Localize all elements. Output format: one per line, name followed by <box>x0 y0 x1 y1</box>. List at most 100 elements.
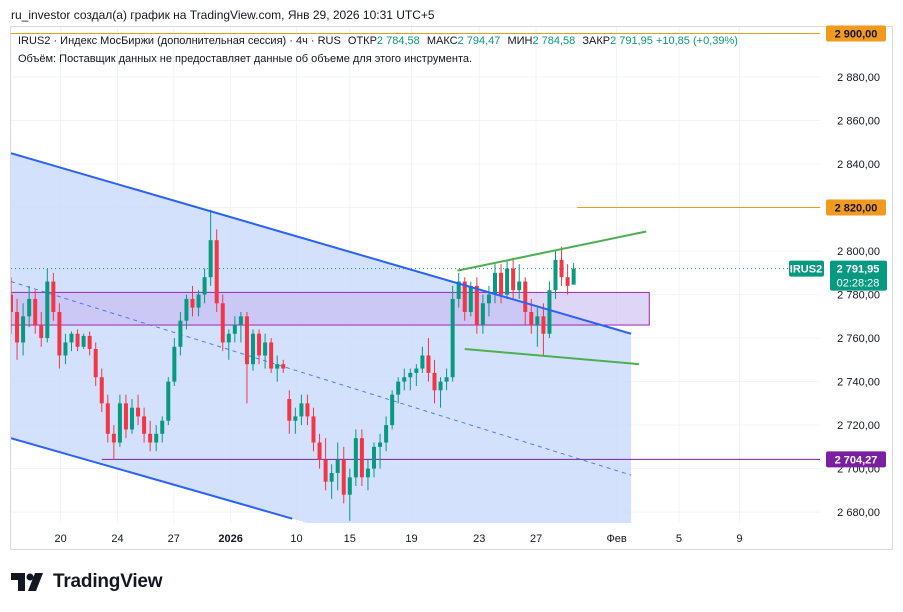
candle <box>372 442 376 478</box>
candle <box>432 359 437 404</box>
candle-body <box>535 316 540 326</box>
candle-body <box>432 372 437 391</box>
y-tick-label: 2 800,00 <box>837 246 880 258</box>
symbol-tag-box <box>789 260 824 277</box>
candle <box>51 272 56 321</box>
volume-note: Объём: Поставщик данных не предоставляет… <box>18 53 473 65</box>
price-tag-box <box>826 199 886 216</box>
candle <box>190 285 195 317</box>
candle-body <box>202 277 207 295</box>
candle <box>335 442 340 491</box>
candle-body <box>11 294 13 312</box>
price-tag-box <box>826 451 886 468</box>
candle-body <box>384 425 389 443</box>
candle <box>226 329 231 360</box>
tradingview-brand[interactable]: TradingView <box>11 571 163 593</box>
open-value: 2 784,58 <box>376 35 420 47</box>
x-tick-label: 27 <box>530 533 542 545</box>
open-label: ОТКР <box>347 35 377 47</box>
candle-body <box>353 438 358 478</box>
candle <box>238 311 243 343</box>
candle-body <box>154 433 159 443</box>
candle <box>57 303 62 369</box>
candle-body <box>117 403 122 443</box>
candle-body <box>474 285 479 326</box>
channel-upper-line <box>11 152 632 335</box>
candle <box>474 277 479 334</box>
candle <box>136 394 141 426</box>
x-tick-label: 9 <box>736 533 742 545</box>
y-tick-label: 2 760,00 <box>837 333 880 345</box>
candle <box>87 331 92 356</box>
candle <box>311 407 316 452</box>
candle <box>559 246 564 286</box>
candle <box>553 251 558 299</box>
candle <box>105 394 110 443</box>
candle-body <box>21 316 26 343</box>
candle-body <box>45 281 50 339</box>
candle <box>541 303 546 356</box>
candle-body <box>196 294 201 308</box>
candle <box>317 433 322 469</box>
x-tick-label: 5 <box>676 533 682 545</box>
candle-body <box>468 285 473 312</box>
candle-body <box>499 272 504 295</box>
candle <box>384 416 389 452</box>
x-tick-label: 23 <box>473 533 485 545</box>
candle <box>305 394 310 426</box>
candle-body <box>33 298 38 326</box>
candle-body <box>226 333 231 343</box>
x-tick-label: 19 <box>405 533 417 545</box>
candle <box>214 229 219 312</box>
candle <box>341 446 346 504</box>
price-tag-label: 2 704,27 <box>835 454 878 466</box>
candle-body <box>232 325 237 334</box>
close-value: 2 791,95 <box>610 35 653 47</box>
candle <box>111 425 116 460</box>
candle-body <box>559 259 564 278</box>
close-label: ЗАКР <box>582 35 611 47</box>
candle <box>281 359 286 373</box>
candle-body <box>547 290 552 334</box>
candle <box>444 368 449 391</box>
y-tick-label: 2 680,00 <box>837 507 880 519</box>
candle <box>390 390 395 430</box>
candle <box>402 368 407 391</box>
candle-body <box>347 477 352 495</box>
candle-body <box>130 407 134 430</box>
candle <box>220 294 225 352</box>
price-tag-label: 2 820,00 <box>835 203 878 215</box>
candle-body <box>123 403 128 430</box>
x-tick-label: 15 <box>344 533 356 545</box>
candle-body <box>51 281 56 312</box>
candle-body <box>456 281 461 299</box>
y-tick-label: 2 880,00 <box>837 72 880 84</box>
candle-body <box>523 281 528 312</box>
candle-body <box>341 459 346 495</box>
wedge-lower-line <box>464 347 640 366</box>
y-tick-label: 2 860,00 <box>837 116 880 128</box>
candle <box>293 407 298 434</box>
change-value: +10,85 (+0,39%) <box>655 35 738 47</box>
candle-body <box>323 459 328 482</box>
x-tick-label: 27 <box>168 533 180 545</box>
candle <box>117 394 122 447</box>
candle <box>27 285 32 328</box>
candle-body <box>420 355 425 369</box>
candle <box>123 394 128 439</box>
candle-body <box>378 442 383 447</box>
candle <box>148 420 153 452</box>
candle <box>232 316 237 343</box>
candle-body <box>553 259 558 291</box>
candle <box>15 298 20 360</box>
candle-body <box>486 294 491 304</box>
candle <box>396 377 401 404</box>
x-tick-label: 2026 <box>218 533 242 545</box>
candle-body <box>166 381 171 421</box>
candle <box>69 331 74 352</box>
chart-caption: ru_investor создал(а) график на TradingV… <box>11 8 435 22</box>
candle-body <box>571 268 576 285</box>
price-chart[interactable]: 2 680,002 700,002 720,002 740,002 760,00… <box>0 0 903 560</box>
candle-body <box>396 381 401 395</box>
plot-area <box>11 33 820 523</box>
